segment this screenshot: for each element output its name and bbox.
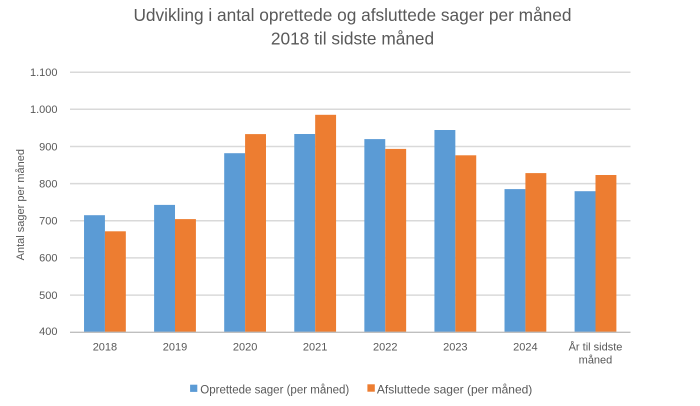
svg-text:2020: 2020	[233, 342, 257, 354]
svg-text:2024: 2024	[513, 342, 537, 354]
svg-text:2018: 2018	[93, 342, 117, 354]
svg-text:Afsluttede sager (per måned): Afsluttede sager (per måned)	[377, 383, 532, 397]
svg-text:800: 800	[39, 178, 57, 190]
svg-text:2023: 2023	[443, 342, 467, 354]
svg-text:Antal sager per måned: Antal sager per måned	[15, 149, 27, 260]
svg-text:900: 900	[39, 141, 57, 153]
svg-text:2022: 2022	[373, 342, 397, 354]
svg-text:måned: måned	[579, 355, 613, 367]
svg-text:600: 600	[39, 253, 57, 265]
svg-text:År til sidste: År til sidste	[569, 341, 623, 354]
svg-text:2019: 2019	[163, 342, 187, 354]
svg-text:1.100: 1.100	[30, 67, 58, 79]
svg-text:Udvikling i antal oprettede og: Udvikling i antal oprettede og afslutted…	[133, 5, 571, 25]
svg-text:Oprettede sager (per måned): Oprettede sager (per måned)	[200, 385, 349, 397]
svg-text:2018 til sidste måned: 2018 til sidste måned	[271, 28, 434, 48]
svg-text:2021: 2021	[303, 342, 327, 354]
svg-text:400: 400	[39, 326, 57, 338]
svg-text:1.000: 1.000	[30, 104, 58, 116]
svg-text:700: 700	[39, 216, 57, 228]
svg-text:500: 500	[39, 290, 57, 302]
